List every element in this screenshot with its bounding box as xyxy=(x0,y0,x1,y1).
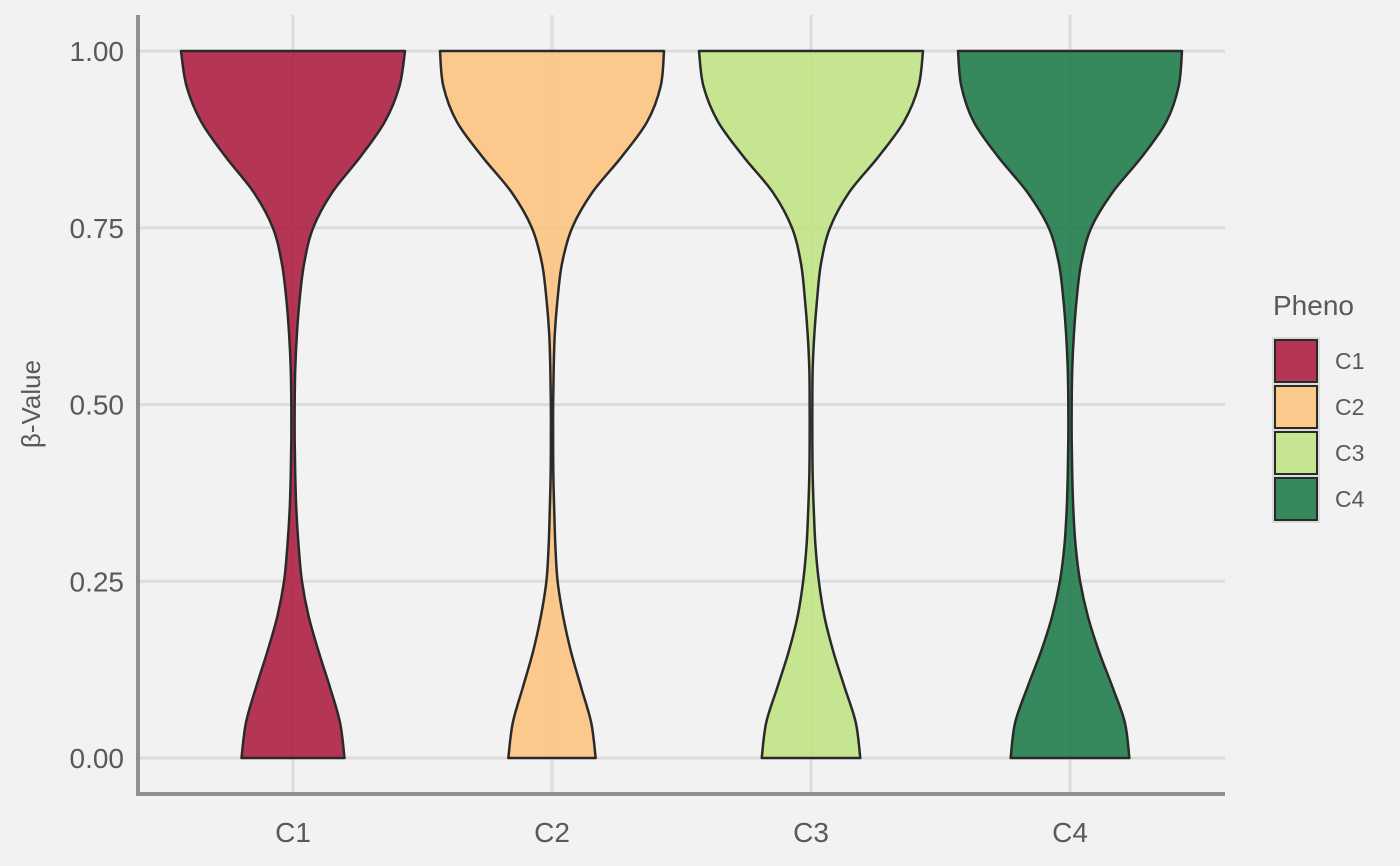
legend-label-c2: C2 xyxy=(1335,394,1364,420)
y-tick-label: 0.25 xyxy=(70,566,125,597)
violin-c2 xyxy=(438,49,666,760)
violin-c1 xyxy=(179,49,407,760)
axes xyxy=(136,15,1225,796)
legend-title: Pheno xyxy=(1273,290,1354,321)
violin-c4 xyxy=(956,49,1184,760)
x-tick-label: C1 xyxy=(275,817,311,848)
legend-swatch-c1 xyxy=(1274,339,1318,383)
x-tick-label: C2 xyxy=(534,817,570,848)
y-tick-label: 0.50 xyxy=(70,390,125,421)
y-axis-title: β-Value xyxy=(16,360,46,448)
legend-swatch-c4 xyxy=(1274,477,1318,521)
legend-label-c1: C1 xyxy=(1335,348,1364,374)
violin-c3 xyxy=(697,49,925,760)
x-tick-labels: C1 C2 C3 C4 xyxy=(275,817,1088,848)
legend-label-c3: C3 xyxy=(1335,440,1364,466)
x-tick-label: C4 xyxy=(1052,817,1088,848)
y-tick-label: 0.75 xyxy=(70,213,125,244)
legend: Pheno C1 C2 C3 C4 xyxy=(1272,290,1365,523)
legend-label-c4: C4 xyxy=(1335,486,1365,512)
y-tick-labels: 0.00 0.25 0.50 0.75 1.00 xyxy=(70,36,125,774)
x-tick-label: C3 xyxy=(793,817,829,848)
y-tick-label: 0.00 xyxy=(70,743,125,774)
violins xyxy=(179,49,1184,760)
legend-swatch-c3 xyxy=(1274,431,1318,475)
y-tick-label: 1.00 xyxy=(70,36,125,67)
legend-swatch-c2 xyxy=(1274,385,1318,429)
